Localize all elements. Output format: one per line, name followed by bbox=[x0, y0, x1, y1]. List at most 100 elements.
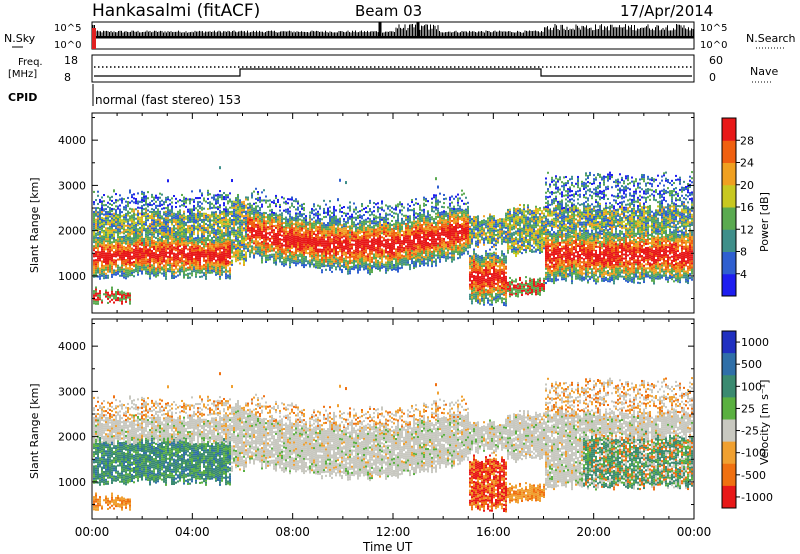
heatmap-cell bbox=[391, 246, 393, 249]
heatmap-cell bbox=[131, 210, 133, 213]
heatmap-cell bbox=[247, 250, 249, 253]
heatmap-cell bbox=[115, 209, 117, 212]
heatmap-cell bbox=[111, 255, 113, 258]
heatmap-cell bbox=[225, 273, 227, 276]
heatmap-cell bbox=[329, 246, 331, 249]
heatmap-cell bbox=[219, 269, 221, 272]
heatmap-cell bbox=[135, 247, 137, 250]
heatmap-cell bbox=[183, 270, 185, 273]
heatmap-cell bbox=[331, 262, 333, 265]
heatmap-cell bbox=[229, 277, 231, 280]
heatmap-cell bbox=[167, 196, 169, 199]
heatmap-cell bbox=[373, 206, 375, 209]
heatmap-cell bbox=[107, 212, 109, 216]
heatmap-cell bbox=[257, 236, 259, 239]
heatmap-cell bbox=[391, 248, 393, 251]
heatmap-cell bbox=[277, 253, 279, 256]
heatmap-cell bbox=[103, 293, 105, 296]
heatmap-cell bbox=[361, 261, 363, 264]
heatmap-cell bbox=[167, 259, 169, 262]
heatmap-cell bbox=[251, 247, 253, 250]
heatmap-cell bbox=[339, 220, 341, 223]
heatmap-cell bbox=[201, 253, 203, 256]
heatmap-cell bbox=[119, 270, 121, 273]
heatmap-cell bbox=[327, 258, 329, 261]
heatmap-cell bbox=[239, 215, 241, 218]
heatmap-cell bbox=[159, 220, 161, 223]
heatmap-cell bbox=[241, 233, 243, 236]
heatmap-cell bbox=[103, 225, 105, 228]
heatmap-cell bbox=[191, 268, 193, 271]
heatmap-cell bbox=[269, 199, 271, 202]
heatmap-cell bbox=[253, 207, 255, 210]
heatmap-cell bbox=[213, 213, 215, 216]
heatmap-cell bbox=[247, 237, 249, 240]
heatmap-cell bbox=[337, 253, 339, 256]
heatmap-cell bbox=[287, 245, 289, 248]
heatmap-cell bbox=[151, 204, 153, 207]
heatmap-cell bbox=[123, 216, 125, 219]
heatmap-cell bbox=[157, 230, 159, 233]
heatmap-cell bbox=[143, 237, 145, 240]
heatmap-cell bbox=[169, 212, 171, 215]
heatmap-cell bbox=[209, 220, 211, 223]
heatmap-cell bbox=[153, 202, 155, 205]
heatmap-cell bbox=[93, 247, 95, 250]
heatmap-cell bbox=[301, 264, 303, 267]
heatmap-cell bbox=[191, 224, 193, 227]
heatmap-cell bbox=[319, 230, 321, 233]
heatmap-cell bbox=[129, 296, 131, 299]
heatmap-cell bbox=[249, 253, 251, 256]
heatmap-cell bbox=[135, 249, 137, 252]
heatmap-cell bbox=[345, 231, 347, 234]
heatmap-cell bbox=[255, 219, 257, 222]
heatmap-cell bbox=[253, 215, 255, 218]
heatmap-cell bbox=[107, 210, 109, 213]
heatmap-cell bbox=[105, 254, 107, 257]
heatmap-cell bbox=[281, 246, 283, 249]
heatmap-cell bbox=[183, 200, 185, 203]
heatmap-cell bbox=[317, 216, 319, 219]
heatmap-cell bbox=[335, 239, 337, 242]
heatmap-cell bbox=[343, 247, 345, 250]
heatmap-cell bbox=[355, 244, 357, 247]
heatmap-cell bbox=[189, 210, 191, 213]
heatmap-cell bbox=[223, 218, 225, 221]
heatmap-cell bbox=[293, 233, 295, 236]
heatmap-cell bbox=[337, 222, 339, 225]
heatmap-cell bbox=[129, 262, 131, 265]
heatmap-cell bbox=[173, 276, 175, 280]
heatmap-cell bbox=[337, 230, 339, 233]
heatmap-cell bbox=[219, 190, 221, 193]
heatmap-cell bbox=[361, 230, 363, 234]
heatmap-cell bbox=[151, 210, 153, 214]
heatmap-cell bbox=[343, 261, 345, 264]
heatmap-cell bbox=[361, 220, 363, 223]
heatmap-cell bbox=[95, 244, 97, 247]
heatmap-cell bbox=[379, 257, 381, 260]
heatmap-cell bbox=[123, 239, 125, 242]
heatmap-cell bbox=[363, 239, 365, 242]
heatmap-cell bbox=[179, 221, 181, 224]
heatmap-cell bbox=[171, 262, 173, 265]
heatmap-cell bbox=[357, 263, 359, 266]
heatmap-cell bbox=[197, 248, 199, 251]
heatmap-cell bbox=[181, 262, 183, 265]
heatmap-cell bbox=[267, 232, 269, 235]
heatmap-cell bbox=[229, 221, 231, 224]
heatmap-cell bbox=[317, 210, 319, 213]
heatmap-cell bbox=[111, 219, 113, 222]
heatmap-cell bbox=[323, 250, 325, 253]
heatmap-cell bbox=[115, 245, 117, 248]
heatmap-cell bbox=[137, 213, 139, 217]
heatmap-cell bbox=[307, 239, 309, 243]
heatmap-cell bbox=[267, 244, 269, 247]
heatmap-cell bbox=[175, 263, 177, 266]
heatmap-cell bbox=[145, 241, 147, 244]
heatmap-cell bbox=[299, 228, 301, 231]
heatmap-cell bbox=[143, 191, 145, 194]
heatmap-cell bbox=[283, 228, 285, 231]
heatmap-cell bbox=[209, 269, 211, 272]
heatmap-cell bbox=[389, 261, 391, 264]
heatmap-cell bbox=[355, 212, 357, 215]
